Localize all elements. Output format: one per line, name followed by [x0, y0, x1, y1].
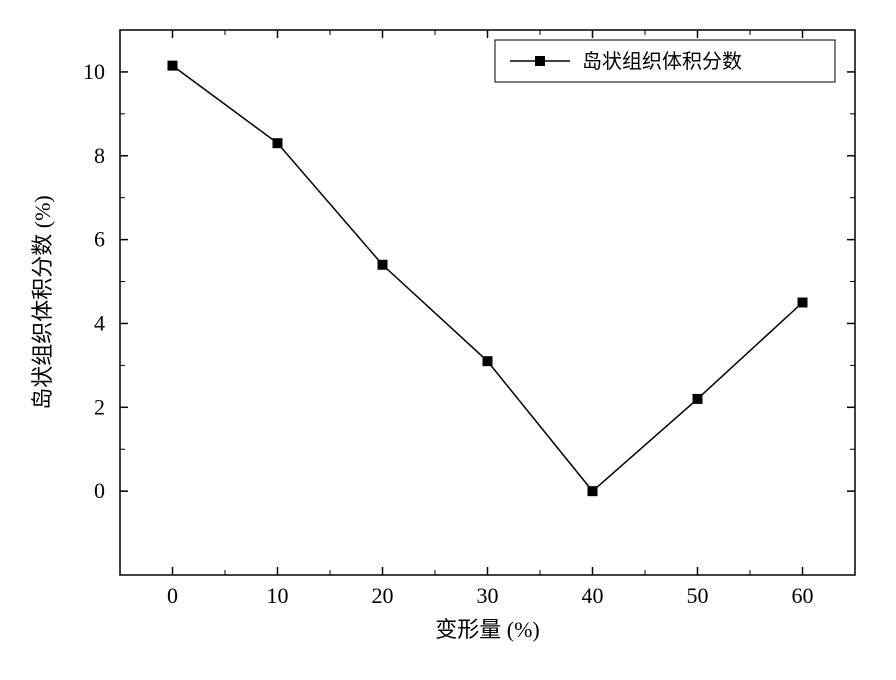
data-marker	[588, 486, 598, 496]
data-marker	[693, 394, 703, 404]
chart-container: 0 10 20 30 40 50 60 0 2 4 6 8 10 变形量 (%) 岛状组织体积分数 (%) 岛…	[0, 0, 896, 680]
x-tick-label: 40	[582, 583, 604, 608]
data-marker	[378, 260, 388, 270]
x-tick-label: 0	[167, 583, 178, 608]
data-marker	[168, 61, 178, 71]
x-tick-label: 20	[372, 583, 394, 608]
x-tick-label: 30	[477, 583, 499, 608]
legend-marker-icon	[535, 56, 545, 66]
y-tick-label: 2	[94, 394, 105, 419]
x-tick-label: 60	[792, 583, 814, 608]
data-marker	[798, 298, 808, 308]
line-chart: 0 10 20 30 40 50 60 0 2 4 6 8 10 变形量 (%) 岛状组织体积分数 (%) 岛…	[0, 0, 896, 680]
y-axis-label: 岛状组织体积分数 (%)	[30, 195, 55, 409]
legend-label: 岛状组织体积分数	[582, 50, 742, 73]
data-marker	[483, 356, 493, 366]
y-tick-label: 8	[94, 143, 105, 168]
y-tick-label: 4	[94, 310, 105, 335]
x-tick-label: 10	[267, 583, 289, 608]
y-tick-label: 0	[94, 478, 105, 503]
data-marker	[273, 138, 283, 148]
y-tick-label: 6	[94, 227, 105, 252]
y-tick-label: 10	[83, 59, 105, 84]
x-tick-label: 50	[687, 583, 709, 608]
x-axis-label: 变形量 (%)	[435, 617, 539, 642]
